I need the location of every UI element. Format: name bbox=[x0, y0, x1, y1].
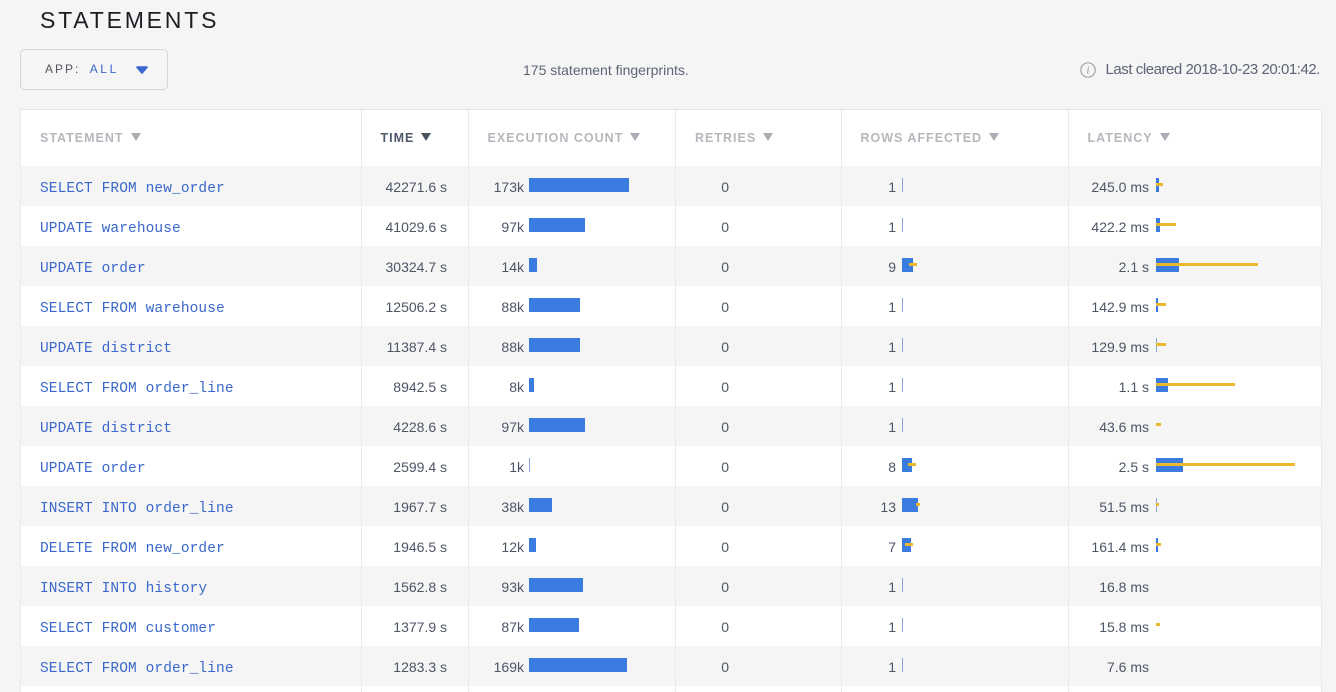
svg-text:i: i bbox=[1087, 66, 1090, 77]
